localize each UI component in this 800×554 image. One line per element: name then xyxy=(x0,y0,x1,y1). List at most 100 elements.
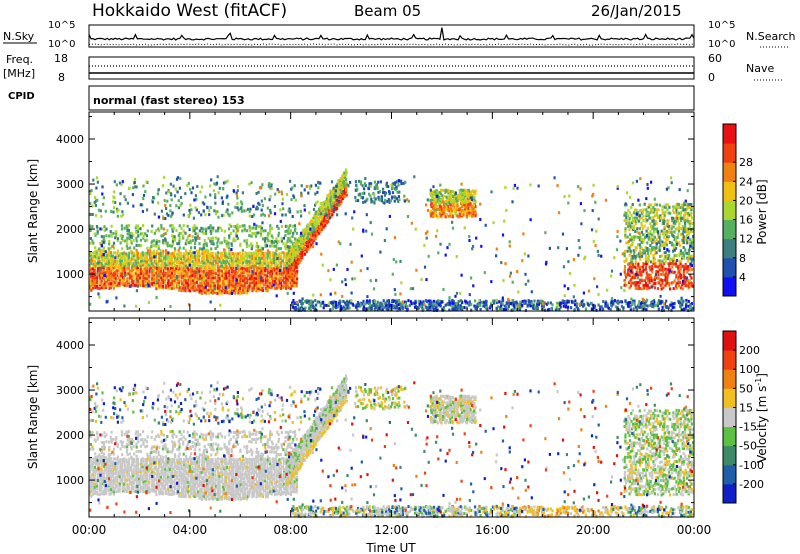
power-cell xyxy=(538,300,541,303)
power-cell xyxy=(166,269,169,273)
power-cell xyxy=(275,248,278,252)
power-cell xyxy=(253,254,256,257)
power-cell xyxy=(107,247,110,251)
power-cell xyxy=(148,269,151,273)
power-cell xyxy=(675,242,679,246)
power-cell xyxy=(99,209,102,213)
power-cell xyxy=(226,208,229,212)
power-cell xyxy=(93,259,96,263)
power-cell xyxy=(221,202,224,205)
power-cell xyxy=(132,268,135,272)
power-cell xyxy=(630,281,633,285)
power-cell xyxy=(675,286,678,290)
power-cell xyxy=(684,199,687,203)
power-cell xyxy=(317,221,320,225)
power-cell xyxy=(255,231,258,235)
power-cell xyxy=(142,281,145,285)
power-cell xyxy=(640,270,643,274)
power-cell xyxy=(248,209,251,213)
power-cell xyxy=(677,233,680,237)
power-cell xyxy=(230,264,233,267)
power-cell xyxy=(168,244,172,248)
power-cell xyxy=(447,191,450,195)
power-cell xyxy=(438,191,441,195)
power-cell xyxy=(328,212,331,216)
power-cell xyxy=(495,306,498,310)
power-cell xyxy=(455,255,458,258)
power-cell xyxy=(296,210,299,214)
power-cell xyxy=(334,205,337,209)
power-cell xyxy=(634,235,637,239)
power-cell xyxy=(216,210,219,214)
power-cell xyxy=(241,286,245,290)
power-cell xyxy=(677,229,681,233)
power-cell xyxy=(382,191,385,195)
power-cell xyxy=(258,261,261,265)
power-cell xyxy=(660,272,663,276)
power-cell xyxy=(230,268,234,272)
power-cell xyxy=(137,273,140,277)
power-cell xyxy=(647,214,650,218)
power-cell xyxy=(292,231,295,235)
power-cell xyxy=(633,238,636,242)
power-cell xyxy=(244,254,247,258)
power-cell xyxy=(691,240,694,244)
power-cell xyxy=(273,258,276,262)
power-cell xyxy=(255,286,258,290)
power-cell xyxy=(139,227,142,231)
power-cell xyxy=(426,198,429,202)
power-cell xyxy=(668,269,671,273)
power-cell xyxy=(137,269,140,272)
power-cell xyxy=(187,288,190,292)
power-cell xyxy=(248,274,251,278)
power-cell xyxy=(442,306,445,310)
power-cell xyxy=(673,254,676,258)
power-cell xyxy=(666,203,669,207)
power-cell xyxy=(293,277,296,280)
power-cell xyxy=(178,246,181,250)
power-cell xyxy=(127,281,131,285)
power-cell xyxy=(162,232,166,236)
power-cell xyxy=(606,304,609,308)
power-cell xyxy=(168,286,172,290)
power-cell xyxy=(632,276,635,280)
power-cell xyxy=(293,306,296,310)
power-cell xyxy=(534,305,537,309)
power-cell xyxy=(292,253,295,256)
power-cell xyxy=(672,205,675,209)
power-cell xyxy=(94,252,97,256)
power-cell xyxy=(653,197,656,201)
power-cell xyxy=(239,274,242,277)
power-cell xyxy=(96,284,99,288)
power-cell xyxy=(646,248,649,252)
power-cell xyxy=(236,257,239,261)
power-cell xyxy=(296,246,299,250)
power-cell xyxy=(151,274,154,278)
power-cell xyxy=(444,208,447,212)
power-cell xyxy=(350,301,353,305)
power-cell xyxy=(637,214,640,218)
power-cell xyxy=(180,272,183,276)
power-cell xyxy=(251,272,254,275)
nsky-panel: N.Sky 10^5 10^0 10^5 10^0 N.Search xyxy=(3,20,796,50)
power-cell xyxy=(253,269,256,273)
power-cell xyxy=(454,305,457,308)
power-cell xyxy=(355,303,358,307)
power-cell xyxy=(248,269,251,273)
power-cell xyxy=(645,284,648,288)
power-cell xyxy=(362,229,365,233)
power-cell xyxy=(439,242,442,246)
power-cell xyxy=(298,240,301,244)
power-cell xyxy=(178,242,181,246)
power-cell xyxy=(687,284,690,288)
power-cell xyxy=(164,261,167,265)
power-cell xyxy=(273,274,276,278)
power-cell xyxy=(239,242,242,246)
power-cell xyxy=(164,284,168,288)
power-cell xyxy=(173,279,176,282)
power-cell xyxy=(398,198,401,202)
power-cell xyxy=(322,204,325,207)
power-cell xyxy=(419,300,422,304)
power-cell xyxy=(597,217,600,221)
power-cell xyxy=(337,199,340,203)
